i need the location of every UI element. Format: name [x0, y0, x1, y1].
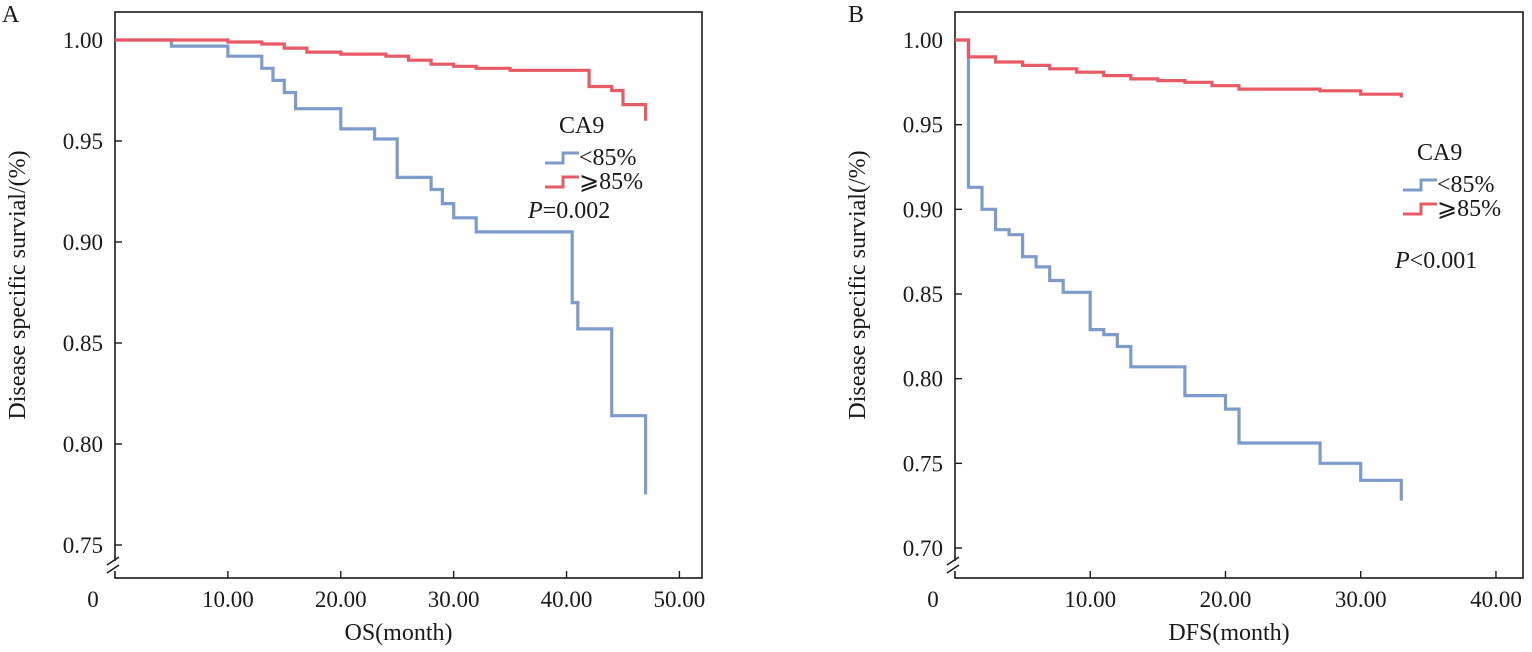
x-tick-label: 30.00	[1335, 587, 1387, 612]
x-tick-label: 20.00	[1200, 587, 1252, 612]
x-tick-label: 40.00	[1470, 587, 1522, 612]
series-line-below-85	[115, 38, 648, 495]
p-symbol: P	[527, 198, 543, 224]
legend-entry: <85%	[1437, 172, 1495, 198]
axis-break-mark	[106, 556, 120, 566]
axis-break-mark	[946, 556, 960, 566]
x-tick-label: 40.00	[541, 587, 593, 612]
y-tick-label: 0.95	[63, 129, 103, 154]
legend-swatch	[545, 151, 579, 165]
p-value-text: P=0.002	[527, 198, 610, 224]
x-tick-label: 50.00	[654, 587, 706, 612]
p-value: =0.002	[543, 198, 611, 224]
x-axis-title: DFS(month)	[1168, 620, 1289, 646]
p-symbol: P	[1394, 248, 1410, 274]
y-axis-title: Disease specific survial(/%)	[845, 150, 871, 419]
x-axis-title: OS(month)	[345, 620, 453, 646]
legend-title: CA9	[1417, 140, 1462, 166]
origin-label: 0	[87, 587, 99, 612]
x-tick-label: 10.00	[1064, 587, 1116, 612]
series-line-above-85	[115, 38, 648, 121]
panel-label-a: A	[2, 2, 20, 28]
chart-panel-a: A 1.00 0.95 0.90 0.85 0.80 0.75 10.00 20.00 30.0…	[0, 0, 720, 652]
p-value-text: P<0.001	[1394, 248, 1477, 274]
legend-title: CA9	[559, 113, 604, 139]
legend-entry: <85%	[579, 145, 637, 171]
y-tick-label: 0.85	[63, 331, 103, 356]
y-axis-title: Disease specific survial/(%)	[5, 150, 31, 419]
y-tick-label: 1.00	[63, 28, 103, 53]
y-tick-label: 0.95	[903, 113, 943, 138]
x-tick-label: 10.00	[202, 587, 254, 612]
y-tick-label: 0.90	[903, 197, 943, 222]
axis-break-mark	[106, 564, 120, 574]
chart-panel-b: B 1.00 0.95 0.90 0.85 0.80 0.75 0.70 10.00 20.00…	[770, 0, 1532, 652]
p-value: <0.001	[1410, 248, 1478, 274]
y-tick-label: 0.75	[903, 451, 943, 476]
y-tick-label: 0.80	[903, 367, 943, 392]
plot-frame	[114, 11, 703, 579]
axis-break-mark	[946, 564, 960, 574]
chart-a-svg: 1.00 0.95 0.90 0.85 0.80 0.75 10.00 20.00 30.00 4…	[5, 11, 706, 646]
origin-label: 0	[927, 587, 939, 612]
legend-swatch	[1403, 202, 1437, 216]
y-tick-label: 0.85	[903, 282, 943, 307]
x-tick-label: 30.00	[428, 587, 480, 612]
legend-entry: ⩾85%	[1437, 196, 1501, 222]
series-line-below-85	[955, 38, 1403, 501]
panel-label-b: B	[848, 2, 865, 28]
legend-swatch	[545, 175, 579, 189]
y-tick-label: 0.70	[903, 536, 943, 561]
chart-b-svg: 1.00 0.95 0.90 0.85 0.80 0.75 0.70 10.00 20.00 30…	[845, 11, 1524, 646]
legend-entry: ⩾85%	[579, 169, 643, 195]
y-tick-label: 0.75	[63, 533, 103, 558]
x-tick-label: 20.00	[315, 587, 367, 612]
y-tick-label: 0.80	[63, 432, 103, 457]
y-tick-label: 0.90	[63, 230, 103, 255]
series-line-above-85	[955, 38, 1403, 98]
y-tick-label: 1.00	[903, 28, 943, 53]
axis-break-gap	[949, 561, 961, 571]
axis-break-gap	[109, 561, 121, 571]
legend-swatch	[1403, 178, 1437, 192]
plot-frame	[954, 11, 1524, 579]
